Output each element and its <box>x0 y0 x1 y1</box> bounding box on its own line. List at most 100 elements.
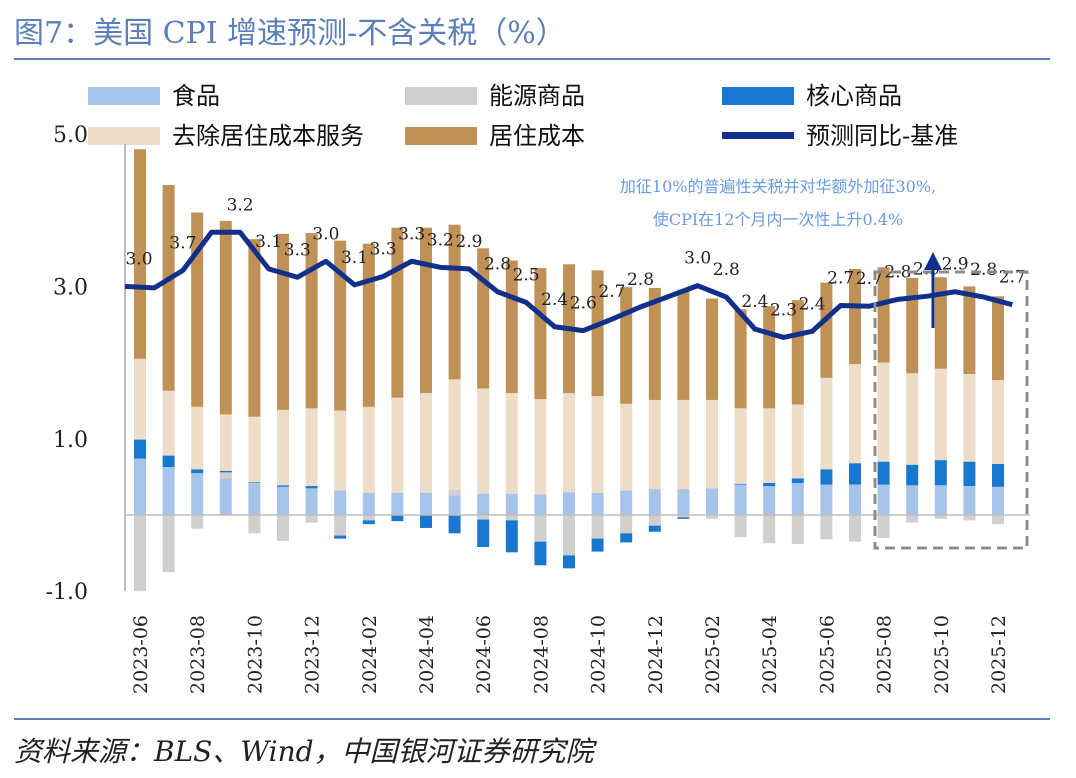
bar-core_services_ex_shelter <box>734 408 747 484</box>
bar-shelter <box>820 282 833 378</box>
bar-shelter <box>448 224 461 380</box>
data-label: 2.5 <box>513 265 540 285</box>
bar-core_services_ex_shelter <box>334 410 347 491</box>
bar-core_goods <box>219 470 232 473</box>
bar-energy <box>620 515 633 534</box>
data-label: 3.1 <box>255 232 282 252</box>
bar-core_goods <box>191 469 204 474</box>
y-tick-label: 1.0 <box>53 428 88 453</box>
bar-energy <box>191 515 204 529</box>
bar-core_goods <box>477 519 490 548</box>
forecast-line <box>124 229 1013 340</box>
bar-food <box>305 488 318 515</box>
data-label: 3.3 <box>398 224 425 244</box>
bar-core_goods <box>791 478 804 483</box>
bar-food <box>477 493 490 515</box>
forecast-box-outline <box>873 270 1029 550</box>
legend-swatch-energy <box>405 87 477 105</box>
data-label: 3.1 <box>341 248 368 268</box>
bar-core_services_ex_shelter <box>706 399 718 489</box>
bar-core_services_ex_shelter <box>134 358 146 440</box>
data-label: 2.4 <box>799 294 826 314</box>
bar-core_services_ex_shelter <box>849 364 861 464</box>
data-label: 2.8 <box>970 260 997 280</box>
bar-core_services_ex_shelter <box>648 399 661 490</box>
bar-core_goods <box>849 463 861 485</box>
bar-core_goods <box>992 463 1004 487</box>
bar-energy <box>448 489 461 496</box>
bar-food <box>963 486 976 515</box>
data-label: 3.3 <box>284 240 311 260</box>
legend-swatch-headline <box>722 132 794 139</box>
x-tick-label: 2023-06 <box>130 615 152 694</box>
bar-shelter <box>248 239 261 417</box>
bar-energy <box>420 492 432 493</box>
bar-core_goods <box>305 486 318 489</box>
bar-energy <box>362 515 375 521</box>
bar-food <box>620 490 633 515</box>
y-tick-label: -1.0 <box>46 580 88 605</box>
data-label: 3.0 <box>125 249 152 269</box>
bar-energy <box>992 515 1004 525</box>
bar-core_goods <box>763 482 776 487</box>
data-label: 3.7 <box>169 233 196 253</box>
legend-swatch-food <box>88 87 160 105</box>
page-title: 图7：美国 CPI 增速预测-不含关税（%） <box>14 16 566 51</box>
bar-food <box>877 484 890 515</box>
bar-energy <box>791 515 804 544</box>
bar-food <box>992 486 1004 515</box>
legend-swatch-shelter <box>405 127 477 145</box>
legend-label-food: 食品 <box>172 82 220 110</box>
bar-core_services_ex_shelter <box>591 396 604 493</box>
bar-food <box>391 492 404 515</box>
bar-core_goods <box>563 555 575 569</box>
bar-shelter <box>219 220 232 415</box>
legend-label-shelter: 居住成本 <box>489 122 585 150</box>
bar-core_goods <box>505 520 518 553</box>
bar-shelter <box>734 309 747 409</box>
bar-core_goods <box>420 515 432 528</box>
data-label: 2.8 <box>713 260 740 280</box>
bar-shelter <box>620 287 633 404</box>
bar-energy <box>563 515 575 556</box>
data-label: 3.2 <box>427 230 454 250</box>
data-label: 3.2 <box>227 195 254 215</box>
bar-energy <box>219 472 232 479</box>
bar-food <box>763 486 776 515</box>
bar-food <box>706 488 718 515</box>
x-tick-label: 2025-10 <box>931 615 953 694</box>
bar-core_goods <box>334 535 347 539</box>
bar-shelter <box>877 267 890 363</box>
x-axis: 2023-06 2023-08 2023-10 2023-12 2024-02 2024-… <box>130 615 1010 694</box>
bar-core_goods <box>734 483 747 485</box>
bar-energy <box>591 515 604 539</box>
bar-energy <box>963 515 976 521</box>
bar-shelter <box>763 306 776 409</box>
bar-energy <box>734 515 747 538</box>
bar-food <box>534 494 547 515</box>
x-tick-label: 2024-12 <box>645 615 667 694</box>
bar-core_services_ex_shelter <box>162 390 175 456</box>
bar-shelter <box>934 277 947 369</box>
bar-food <box>334 490 347 515</box>
bar-core_goods <box>248 482 261 483</box>
bar-energy <box>277 515 289 541</box>
bar-food <box>648 489 661 515</box>
bar-shelter <box>849 268 861 365</box>
annotation-text: 使CPI在12个月内一次性上升0.4% <box>653 210 903 229</box>
data-label: 2.8 <box>627 270 654 290</box>
data-label: 2.9 <box>455 232 482 252</box>
bar-core_services_ex_shelter <box>448 379 461 490</box>
bar-energy <box>648 515 661 526</box>
bar-core_goods <box>391 515 404 522</box>
x-tick-label: 2025-02 <box>702 615 724 694</box>
bar-shelter <box>420 227 432 394</box>
forecast-box <box>873 270 1029 550</box>
bar-food <box>906 485 919 515</box>
bar-food <box>563 492 575 515</box>
bar-core_goods <box>820 469 833 485</box>
data-label: 2.8 <box>484 255 511 275</box>
bar-energy <box>934 515 947 519</box>
bar-shelter <box>362 243 375 407</box>
